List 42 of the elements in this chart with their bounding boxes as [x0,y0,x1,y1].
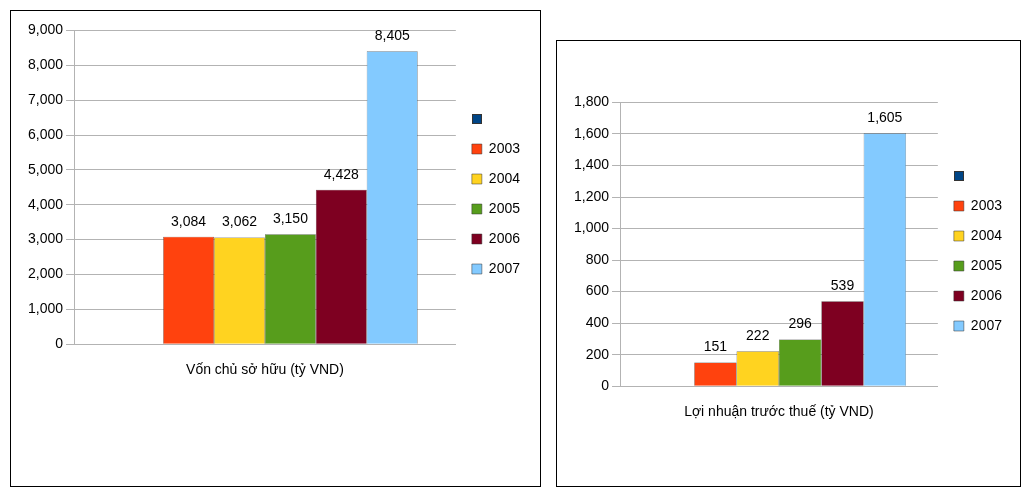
legend-label: 2003 [488,139,521,156]
data-label: 4,428 [323,165,360,182]
legend-label: 2006 [488,229,521,246]
legend-label: 2006 [970,286,1003,303]
data-label: 222 [746,327,770,344]
legend-label: 2004 [970,226,1003,243]
y-tick-label: 200 [585,345,610,362]
data-label: 3,150 [272,210,309,227]
data-label: 3,084 [171,212,207,229]
x-tick-label: Vốn chủ sở hữu (tỷ VND) [186,361,344,378]
y-tick-label: 8,000 [27,56,64,73]
y-tick-label: 1,600 [573,124,610,141]
data-label: 539 [830,277,855,294]
y-tick-label: 9,000 [27,21,64,38]
legend-label: 2007 [970,316,1003,333]
y-tick-label: 4,000 [27,195,64,212]
legend-label: 2004 [488,169,521,186]
y-tick-label: 7,000 [27,90,64,107]
y-tick-label: 800 [585,250,610,267]
data-label: 3,062 [221,213,258,230]
legend-label: 2005 [970,256,1003,273]
data-label: 8,405 [374,27,410,44]
data-label: 296 [788,315,813,332]
y-tick-label: 600 [585,282,610,299]
y-tick-label: 0 [601,377,610,394]
y-tick-label: 1,000 [573,219,610,236]
data-label: 1,605 [867,109,903,125]
data-label: 151 [703,338,728,355]
y-tick-label: 1,800 [573,93,610,110]
legend-label: 2003 [970,196,1003,213]
y-tick-label: 5,000 [27,160,64,177]
y-tick-label: 1,400 [573,156,610,173]
y-tick-label: 400 [585,313,610,330]
y-tick-label: 1,200 [573,187,610,204]
y-tick-label: 3,000 [27,230,64,247]
legend-label: 2005 [488,199,521,216]
y-tick-label: 1,000 [27,300,64,317]
y-tick-label: 6,000 [27,125,64,142]
legend-label: 2007 [488,259,521,276]
y-tick-label: 0 [55,335,64,352]
x-tick-label: Lợi nhuận trước thuế (tỷ VND) [684,403,874,420]
y-tick-label: 2,000 [27,265,64,282]
